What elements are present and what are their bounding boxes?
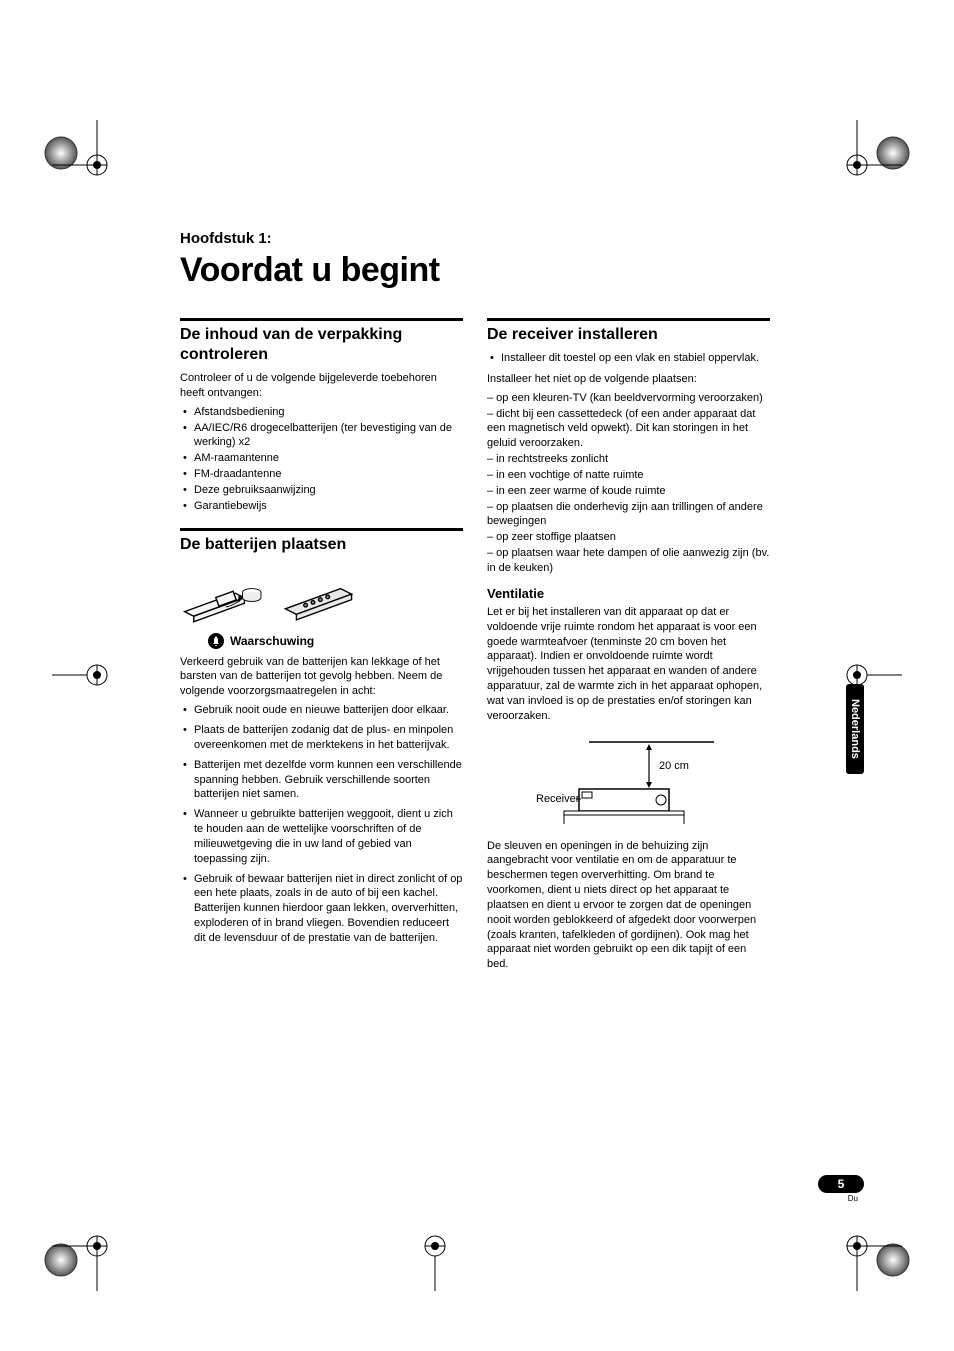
- page-lang: Du: [814, 1194, 864, 1203]
- warning-heading: Waarschuwing: [208, 633, 463, 649]
- list-item: Gebruik nooit oude en nieuwe batterijen …: [194, 703, 463, 718]
- right-column: De receiver installeren Installeer dit t…: [487, 318, 770, 976]
- list-item: – dicht bij een cassettedeck (of een and…: [487, 407, 770, 452]
- body-text: Verkeerd gebruik van de batterijen kan l…: [180, 655, 463, 700]
- ventilation-figure: 20 cm Receiver: [534, 734, 724, 829]
- subsection-heading: Ventilatie: [487, 586, 770, 601]
- list-item: Batterijen met dezelfde vorm kunnen een …: [194, 758, 463, 803]
- list-item: – op plaatsen waar hete dampen of olie a…: [487, 546, 770, 576]
- install-list: Installeer dit toestel op een vlak en st…: [487, 351, 770, 366]
- section-heading: De inhoud van de verpakking controleren: [180, 325, 463, 365]
- warning-label: Waarschuwing: [230, 634, 314, 648]
- left-column: De inhoud van de verpakking controleren …: [180, 318, 463, 976]
- body-text: Installeer het niet op de volgende plaat…: [487, 372, 770, 387]
- body-text: De sleuven en openingen in de behuizing …: [487, 839, 770, 973]
- list-item: Gebruik of bewaar batterijen niet in dir…: [194, 872, 463, 946]
- section-rule: [180, 318, 463, 321]
- list-item: Garantiebewijs: [194, 499, 463, 514]
- remote-closed-icon: [278, 561, 370, 625]
- warning-icon: [208, 633, 224, 649]
- body-text: Let er bij het installeren van dit appar…: [487, 605, 770, 724]
- list-item: – in rechtstreeks zonlicht: [487, 452, 770, 467]
- list-item: – op een kleuren-TV (kan beeldvervorming…: [487, 391, 770, 406]
- list-item: – in een vochtige of natte ruimte: [487, 468, 770, 483]
- language-tab: Nederlands: [846, 684, 864, 774]
- list-item: FM-draadantenne: [194, 467, 463, 482]
- package-list: Afstandsbediening AA/IEC/R6 drogecelbatt…: [180, 405, 463, 514]
- receiver-label: Receiver: [536, 793, 580, 805]
- page-number-badge: 5: [818, 1175, 864, 1193]
- list-item: AM-raamantenne: [194, 451, 463, 466]
- clearance-label: 20 cm: [659, 760, 689, 772]
- list-item: – in een zeer warme of koude ruimte: [487, 484, 770, 499]
- section-heading: De receiver installeren: [487, 325, 770, 345]
- crop-mark: [52, 640, 122, 710]
- remote-open-icon: [180, 561, 272, 625]
- registration-ball: [876, 1243, 910, 1277]
- crop-mark: [832, 640, 902, 710]
- section-heading: De batterijen plaatsen: [180, 535, 463, 555]
- registration-ball: [876, 136, 910, 170]
- section-rule: [487, 318, 770, 321]
- section-rule: [180, 528, 463, 531]
- list-item: Wanneer u gebruikte batterijen weggooit,…: [194, 807, 463, 866]
- dash-list: – op een kleuren-TV (kan beeldvervorming…: [487, 391, 770, 576]
- list-item: – op zeer stoffige plaatsen: [487, 530, 770, 545]
- page-footer: 5 Du: [814, 1175, 864, 1203]
- page-content: Hoofdstuk 1: Voordat u begint De inhoud …: [180, 230, 775, 976]
- list-item: Deze gebruiksaanwijzing: [194, 483, 463, 498]
- page-title: Voordat u begint: [180, 251, 775, 290]
- list-item: Afstandsbediening: [194, 405, 463, 420]
- registration-ball: [44, 136, 78, 170]
- battery-figure: [180, 563, 463, 625]
- list-item: AA/IEC/R6 drogecelbatterijen (ter bevest…: [194, 421, 463, 451]
- warning-list: Gebruik nooit oude en nieuwe batterijen …: [180, 703, 463, 946]
- body-text: Controleer of u de volgende bijgeleverde…: [180, 371, 463, 401]
- list-item: – op plaatsen die onderhevig zijn aan tr…: [487, 500, 770, 530]
- crop-mark: [400, 1221, 470, 1291]
- list-item: Installeer dit toestel op een vlak en st…: [501, 351, 770, 366]
- registration-ball: [44, 1243, 78, 1277]
- list-item: Plaats de batterijen zodanig dat de plus…: [194, 723, 463, 753]
- chapter-label: Hoofdstuk 1:: [180, 230, 775, 247]
